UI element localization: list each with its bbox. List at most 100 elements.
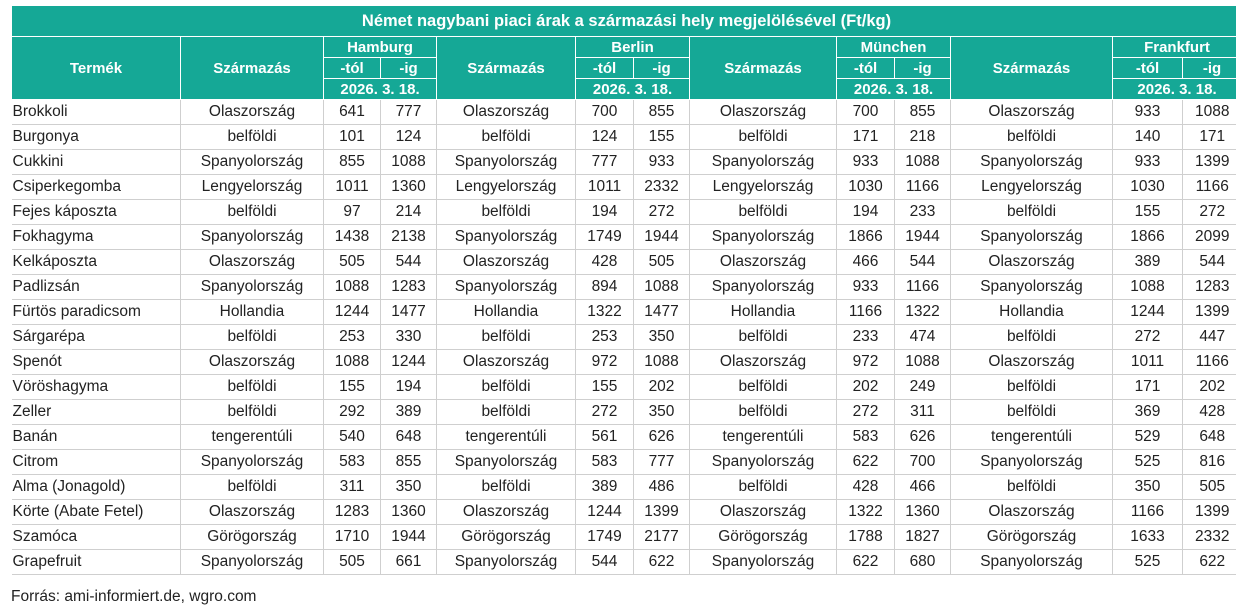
cell-price-from: 350 [1112,474,1183,500]
cell-price-from: 1166 [836,299,895,325]
cell-origin: Spanyolország [689,224,837,250]
cell-price-to: 311 [894,399,951,425]
cell-price-from: 272 [575,399,634,425]
cell-product: Fokhagyma [11,224,181,250]
cell-price-to: 124 [380,124,437,150]
cell-origin: belföldi [950,474,1113,500]
cell-price-from: 933 [836,149,895,175]
cell-price-from: 233 [836,324,895,350]
cell-origin: belföldi [180,399,324,425]
cell-price-to: 1322 [894,299,951,325]
table-row: Spenót Olaszország 1088 1244 Olaszország 972 1… [11,349,1236,375]
cell-origin: Görögország [950,524,1113,550]
header-from-munchen: -tól [836,57,895,79]
header-city-munchen: München [836,36,951,58]
cell-price-from: 777 [575,149,634,175]
table-row: Alma (Jonagold) belföldi 311 350 belföldi 389… [11,474,1236,500]
cell-origin: belföldi [950,399,1113,425]
cell-origin: Olaszország [689,249,837,275]
cell-origin: Lengyelország [436,174,576,200]
cell-origin: tengerentúli [180,424,324,450]
cell-origin: Spanyolország [180,224,324,250]
cell-price-from: 529 [1112,424,1183,450]
cell-price-to: 505 [1181,474,1236,500]
cell-product: Alma (Jonagold) [11,474,181,500]
cell-origin: belföldi [436,124,576,150]
cell-price-from: 272 [836,399,895,425]
cell-price-to: 194 [380,374,437,400]
cell-price-to: 680 [894,549,951,575]
cell-price-to: 428 [1181,399,1236,425]
table-row: Szamóca Görögország 1710 1944 Görögország 174… [11,524,1236,550]
cell-origin: Olaszország [436,249,576,275]
table-row: Körte (Abate Fetel) Olaszország 1283 1360 Ol… [11,499,1236,525]
table-row: Csiperkegomba Lengyelország 1011 1360 Lengye… [11,174,1236,200]
cell-price-to: 447 [1181,324,1236,350]
cell-origin: Hollandia [950,299,1113,325]
header-date-munchen: 2026. 3. 18. [836,78,951,100]
cell-product: Spenót [11,349,181,375]
cell-product: Kelkáposzta [11,249,181,275]
cell-product: Burgonya [11,124,181,150]
cell-price-to: 700 [894,449,951,475]
cell-price-to: 622 [633,549,690,575]
cell-price-to: 1166 [894,274,951,300]
cell-price-from: 1866 [1112,224,1183,250]
cell-price-to: 2138 [380,224,437,250]
cell-origin: belföldi [950,324,1113,350]
cell-price-to: 622 [1181,549,1236,575]
table-row: Zeller belföldi 292 389 belföldi 272 350 belföl… [11,399,1236,425]
cell-price-to: 330 [380,324,437,350]
table-row: Padlizsán Spanyolország 1088 1283 Spanyolors… [11,274,1236,300]
cell-origin: belföldi [689,374,837,400]
cell-origin: Olaszország [436,349,576,375]
cell-price-from: 1710 [323,524,381,550]
header-origin-berlin: Származás [436,36,576,100]
cell-price-to: 1399 [1181,499,1236,525]
cell-origin: Spanyolország [180,149,324,175]
cell-price-from: 389 [575,474,634,500]
cell-origin: Olaszország [689,99,837,125]
cell-price-to: 1944 [380,524,437,550]
cell-origin: belföldi [689,324,837,350]
header-city-hamburg: Hamburg [323,36,437,58]
cell-price-from: 1244 [575,499,634,525]
cell-origin: Olaszország [180,99,324,125]
cell-price-from: 540 [323,424,381,450]
table-row: Fokhagyma Spanyolország 1438 2138 Spanyolors… [11,224,1236,250]
cell-price-from: 155 [575,374,634,400]
header-date-hamburg: 2026. 3. 18. [323,78,437,100]
cell-price-from: 972 [836,349,895,375]
cell-product: Fürtös paradicsom [11,299,181,325]
cell-price-from: 972 [575,349,634,375]
cell-origin: Hollandia [689,299,837,325]
cell-origin: Lengyelország [180,174,324,200]
cell-price-to: 1166 [1181,349,1236,375]
cell-price-to: 1944 [633,224,690,250]
cell-price-to: 2099 [1181,224,1236,250]
cell-price-from: 171 [1112,374,1183,400]
header-to-hamburg: -ig [380,57,437,79]
cell-price-to: 171 [1181,124,1236,150]
cell-price-from: 97 [323,199,381,225]
cell-origin: Lengyelország [689,174,837,200]
cell-origin: Spanyolország [950,149,1113,175]
cell-price-from: 933 [836,274,895,300]
header-product: Termék [11,36,181,100]
cell-price-from: 369 [1112,399,1183,425]
cell-origin: Olaszország [180,499,324,525]
cell-product: Sárgarépa [11,324,181,350]
header-city-frankfurt: Frankfurt [1111,36,1236,58]
table-row: Fejes káposzta belföldi 97 214 belföldi 194 27… [11,199,1236,225]
cell-origin: Spanyolország [950,549,1113,575]
cell-price-to: 249 [894,374,951,400]
cell-product: Grapefruit [11,549,181,575]
cell-product: Citrom [11,449,181,475]
header-origin-munchen: Származás [689,36,837,100]
cell-price-to: 1088 [633,349,690,375]
cell-price-to: 1088 [1181,99,1236,125]
cell-origin: Olaszország [689,499,837,525]
cell-price-from: 1788 [836,524,895,550]
cell-origin: Olaszország [950,249,1113,275]
cell-price-to: 626 [633,424,690,450]
